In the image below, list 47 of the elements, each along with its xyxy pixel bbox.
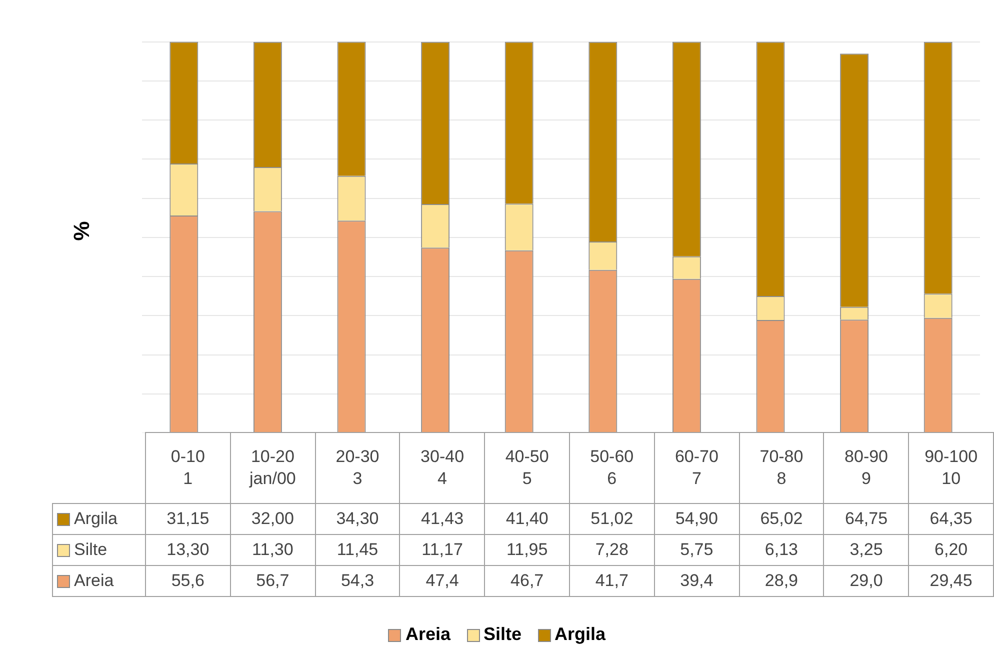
- x-tick-label: 10-20 jan/00: [230, 432, 316, 504]
- data-label: 55,6: [146, 566, 230, 596]
- data-label: 13,30: [146, 534, 230, 566]
- text: Argila: [554, 624, 606, 644]
- data-label: 11,95: [484, 534, 570, 566]
- data-label: 46,7: [484, 566, 570, 596]
- data-label: 51,02: [569, 504, 654, 534]
- x-tick-label: 40-50 5: [484, 432, 570, 504]
- data-label: 65,02: [739, 504, 824, 534]
- data-label: 41,43: [400, 504, 485, 534]
- x-tick-label: 50-60 6: [569, 432, 654, 504]
- data-label: 64,35: [908, 504, 994, 534]
- data-label: 54,90: [654, 504, 740, 534]
- data-label: 54,3: [315, 566, 400, 596]
- data-label: 39,4: [654, 566, 740, 596]
- data-label: 41,40: [484, 504, 570, 534]
- data-label: 47,4: [400, 566, 485, 596]
- data-label: 56,7: [230, 566, 316, 596]
- x-tick-label: 90-100 10: [908, 432, 994, 504]
- text: Areia: [405, 624, 450, 644]
- data-label: 31,15: [146, 504, 230, 534]
- data-label: 29,45: [908, 566, 994, 596]
- data-label: 6,13: [739, 534, 824, 566]
- data-label: 41,7: [569, 566, 654, 596]
- data-label: 28,9: [739, 566, 824, 596]
- x-tick-label: 20-30 3: [315, 432, 400, 504]
- x-tick-label: 60-70 7: [654, 432, 740, 504]
- data-label: 11,30: [230, 534, 316, 566]
- legend-label: Argila: [52, 504, 146, 534]
- data-label: 11,45: [315, 534, 400, 566]
- data-label: 7,28: [569, 534, 654, 566]
- x-tick-label: 30-40 4: [400, 432, 485, 504]
- data-label: 34,30: [315, 504, 400, 534]
- legend-label: Silte: [52, 534, 146, 566]
- data-label: 5,75: [654, 534, 740, 566]
- data-label: 64,75: [824, 504, 909, 534]
- x-tick-label: 80-90 9: [824, 432, 909, 504]
- data-label: 6,20: [908, 534, 994, 566]
- x-tick-label: 0-10 1: [146, 432, 230, 504]
- legend-label: Areia: [52, 566, 146, 596]
- data-label: 3,25: [824, 534, 909, 566]
- text: Silte: [484, 624, 522, 644]
- data-label: 29,0: [824, 566, 909, 596]
- data-label: 11,17: [400, 534, 485, 566]
- x-tick-label: 70-80 8: [739, 432, 824, 504]
- data-label: 32,00: [230, 504, 316, 534]
- y-axis-title: %: [68, 221, 95, 241]
